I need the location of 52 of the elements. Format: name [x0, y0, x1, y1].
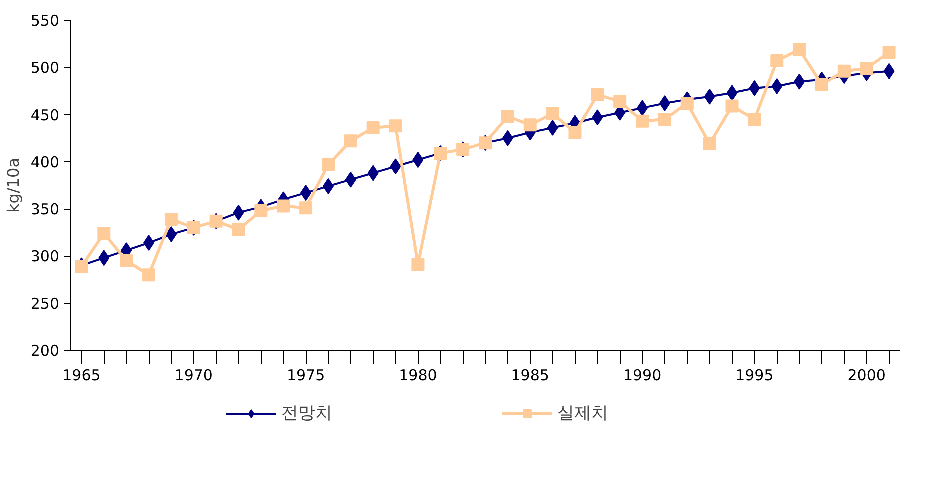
- point: [772, 78, 783, 94]
- y-tick-label: 300: [30, 248, 60, 266]
- point: [748, 113, 762, 126]
- point: [614, 95, 627, 108]
- y-tick-label: 200: [30, 342, 60, 360]
- legend-label: 실제치: [557, 402, 608, 424]
- y-tick-label: 350: [30, 200, 60, 219]
- point: [546, 107, 560, 120]
- point: [658, 113, 672, 126]
- y-tick-label: 550: [30, 12, 60, 30]
- point: [793, 43, 806, 56]
- point: [838, 64, 851, 78]
- point: [120, 254, 134, 268]
- y-tick-label: 250: [30, 294, 60, 313]
- point: [344, 134, 358, 148]
- point: [770, 54, 784, 68]
- point: [568, 126, 582, 140]
- x-tick-label: 1975: [286, 366, 326, 384]
- y-tick-label: 450: [30, 106, 60, 124]
- point: [389, 120, 402, 133]
- point: [412, 258, 425, 272]
- x-tick-label: 1990: [623, 366, 662, 384]
- y-tick-label: 400: [30, 153, 60, 172]
- point: [815, 78, 828, 92]
- point: [75, 260, 88, 274]
- point: [254, 204, 268, 218]
- x-tick-label: 1965: [62, 366, 101, 384]
- point: [703, 138, 716, 151]
- point: [98, 227, 111, 240]
- x-tick-label: 1995: [736, 366, 774, 384]
- point: [860, 62, 874, 76]
- point: [164, 212, 178, 226]
- point: [277, 200, 290, 213]
- point: [142, 268, 156, 282]
- point: [591, 88, 604, 102]
- x-tick-label: 2000: [848, 366, 886, 384]
- point: [300, 202, 313, 215]
- point: [366, 121, 380, 134]
- point: [322, 158, 335, 172]
- y-axis-title: kg/10a: [4, 158, 23, 213]
- point: [524, 118, 537, 132]
- point: [882, 46, 896, 60]
- point: [232, 223, 246, 236]
- point: [636, 114, 650, 128]
- y-tick-label: 500: [30, 59, 60, 78]
- x-tick-label: 1970: [174, 366, 213, 384]
- point: [726, 100, 739, 113]
- x-tick-label: 1980: [399, 366, 438, 384]
- point: [501, 110, 514, 124]
- legend-label: 전망치: [281, 402, 332, 424]
- x-tick-label: 1985: [511, 366, 550, 384]
- point: [680, 96, 694, 110]
